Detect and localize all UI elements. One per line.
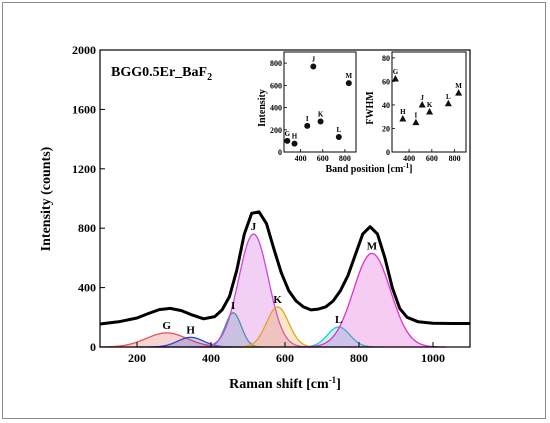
inset_fwhm-point-label-J: J — [420, 94, 424, 102]
inset_intensity-point-label-H: H — [292, 133, 298, 141]
y-tick-label: 1200 — [72, 162, 96, 176]
inset_intensity-point-label-G: G — [285, 130, 291, 138]
inset_fwhm-border — [391, 51, 467, 153]
inset-x-axis-title: Band position [cm-1] — [326, 162, 413, 175]
inset_intensity-point-label-L: L — [336, 126, 341, 134]
inset_intensity-x-tick-label: 600 — [317, 154, 329, 163]
inset_fwhm-point-label-L: L — [446, 93, 451, 101]
inset_intensity-point-label-I: I — [306, 115, 309, 123]
inset_fwhm-point-G — [391, 75, 399, 82]
sample-label: BGG0.5Er_BaF2 — [111, 65, 212, 83]
inset_fwhm-x-tick-label: 600 — [426, 154, 438, 163]
inset_intensity-point-label-M: M — [345, 72, 352, 80]
inset_intensity-point-label-J: J — [312, 55, 316, 63]
measured-spectrum-line — [99, 210, 470, 326]
measured-spectrum — [99, 210, 470, 326]
peak-label-J: J — [251, 221, 257, 233]
inset_fwhm-point-I — [412, 118, 420, 126]
inset-fwhm-plot: 400 600 800 0 20 40 60 80G H I JK LM — [382, 51, 467, 163]
inset_intensity-y-tick-label: 200 — [270, 126, 282, 135]
peak-label-K: K — [273, 294, 282, 306]
inset_fwhm-point-label-G: G — [393, 68, 399, 76]
inset-fwhm-ylabel: FWHM — [365, 91, 376, 125]
inset_intensity-y-tick-label: 800 — [270, 59, 282, 68]
inset_fwhm-point-L — [444, 99, 452, 107]
inset_fwhm-point-label-M: M — [455, 82, 462, 90]
peak-labels: G H I J K L M — [162, 221, 377, 336]
peak-label-L: L — [335, 314, 342, 326]
inset_intensity-point-I — [304, 122, 311, 129]
peak-label-I: I — [231, 300, 235, 312]
inset_fwhm-point-label-I: I — [415, 112, 418, 120]
peak-label-G: G — [162, 320, 171, 332]
inset_intensity-point-J — [310, 63, 317, 70]
inset_fwhm-y-tick-label: 60 — [382, 77, 390, 86]
peak-M — [298, 252, 446, 348]
peak-label-H: H — [186, 324, 195, 336]
inset_intensity-point-G — [284, 137, 291, 144]
y-tick-label: 2000 — [72, 43, 96, 57]
y-tick-label: 400 — [78, 281, 96, 295]
inset_intensity-x-tick-label: 400 — [295, 154, 307, 163]
inset-intensity-ylabel: Intensity — [257, 89, 268, 127]
inset_fwhm-point-label-H: H — [400, 108, 406, 116]
y-tick-label: 0 — [90, 340, 96, 354]
x-tick-label: 400 — [202, 351, 220, 365]
y-tick-label: 1600 — [72, 102, 96, 116]
inset_intensity-point-M — [345, 80, 352, 87]
x-axis-title: Raman shift [cm-1] — [229, 375, 341, 392]
inset_fwhm-point-K — [426, 108, 434, 115]
inset_fwhm-x-tick-label: 800 — [449, 154, 461, 163]
inset_fwhm-point-H — [399, 115, 407, 122]
x-tick-label: 800 — [350, 351, 368, 365]
y-tick-label: 800 — [78, 221, 96, 235]
peak-label-M: M — [367, 240, 378, 252]
inset-intensity-plot: 400 600 800 0 200 400 600 800 G H I J K L M — [270, 51, 357, 163]
inset_intensity-point-H — [291, 140, 298, 147]
peak-I — [200, 312, 266, 348]
peak-J — [194, 233, 313, 348]
inset_intensity-border — [283, 51, 357, 153]
inset_fwhm-y-tick-label: 0 — [386, 148, 390, 157]
inset_intensity-point-L — [335, 134, 342, 140]
y-axis-title: Intensity (counts) — [39, 146, 54, 251]
inset_fwhm-y-tick-label: 40 — [382, 101, 390, 110]
inset_fwhm-point-label-K: K — [427, 101, 433, 109]
inset_intensity-y-tick-label: 400 — [270, 104, 282, 113]
inset_fwhm-point-M — [455, 89, 463, 96]
inset_intensity-y-tick-label: 600 — [270, 81, 282, 90]
x-tick-label: 600 — [276, 351, 294, 365]
inset_fwhm-x-tick-label: 400 — [403, 154, 415, 163]
x-tick-label: 1000 — [421, 351, 445, 365]
inset_intensity-point-label-K: K — [318, 110, 324, 118]
inset_fwhm-y-tick-label: 20 — [382, 124, 390, 133]
inset_intensity-x-tick-label: 800 — [339, 154, 351, 163]
inset_fwhm-point-J — [418, 100, 426, 108]
x-tick-label: 200 — [128, 351, 146, 365]
inset_fwhm-y-tick-label: 80 — [382, 54, 390, 63]
inset_intensity-point-K — [317, 118, 324, 125]
inset_intensity-y-tick-label: 0 — [278, 148, 282, 157]
